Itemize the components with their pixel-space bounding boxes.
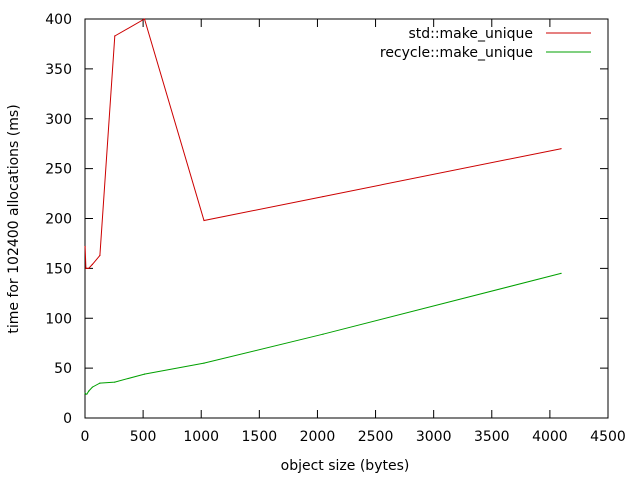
axes: 0 500 1000 1500 2000 2500 3000 3500 4000 4500 0 50 1… — [45, 12, 626, 445]
x-tick-label: 1500 — [242, 429, 278, 445]
y-tick-label: 0 — [63, 411, 72, 427]
series-0-point — [84, 245, 86, 248]
series-1-point — [91, 386, 94, 388]
x-tick-label: 3500 — [474, 429, 510, 445]
series-0-point — [86, 267, 88, 269]
y-tick-label: 350 — [45, 62, 72, 78]
series-1-point — [114, 381, 116, 383]
series-1-point — [322, 333, 324, 335]
x-tick-label: 500 — [130, 429, 157, 445]
y-tick-label: 250 — [45, 162, 72, 178]
series-0-point — [560, 148, 562, 150]
series-0-point — [322, 195, 324, 198]
series-0-point — [88, 267, 90, 269]
plot-frame — [84, 18, 609, 419]
x-tick-label: 1000 — [183, 429, 219, 445]
series-1-point — [99, 382, 101, 384]
x-tick-label: 3000 — [416, 429, 452, 445]
series-0-point — [143, 18, 146, 20]
x-tick-label: 2500 — [358, 429, 394, 445]
y-tick-label: 300 — [45, 112, 72, 128]
series-1-point — [560, 272, 562, 274]
series-0-point — [203, 219, 205, 222]
y-tick-label: 200 — [45, 212, 72, 228]
series-1-point — [84, 392, 86, 394]
x-axis-label: object size (bytes) — [281, 458, 410, 474]
y-tick-label: 50 — [54, 361, 72, 377]
legend-label-1: recycle::make_unique — [380, 45, 533, 61]
y-axis-label: time for 102400 allocations (ms) — [6, 104, 22, 333]
y-tick-label: 400 — [45, 12, 72, 28]
y-tick-label: 150 — [45, 261, 72, 277]
series-0-point — [85, 267, 87, 269]
series-1-point — [88, 390, 90, 392]
series-1-point — [143, 373, 146, 375]
series-1-point — [85, 393, 87, 395]
series-0-point — [91, 263, 94, 265]
x-tick-label: 0 — [81, 429, 90, 445]
series-0-point — [99, 254, 101, 257]
series-lines — [84, 18, 562, 395]
series-1-point — [203, 362, 205, 364]
x-tick-label: 2000 — [300, 429, 336, 445]
series-1-point — [86, 393, 88, 395]
series-0-point — [114, 35, 116, 37]
x-tick-label: 4000 — [532, 429, 568, 445]
y-tick-label: 100 — [45, 311, 72, 327]
x-tick-label: 4500 — [590, 429, 626, 445]
legend-label-0: std::make_unique — [408, 26, 533, 42]
